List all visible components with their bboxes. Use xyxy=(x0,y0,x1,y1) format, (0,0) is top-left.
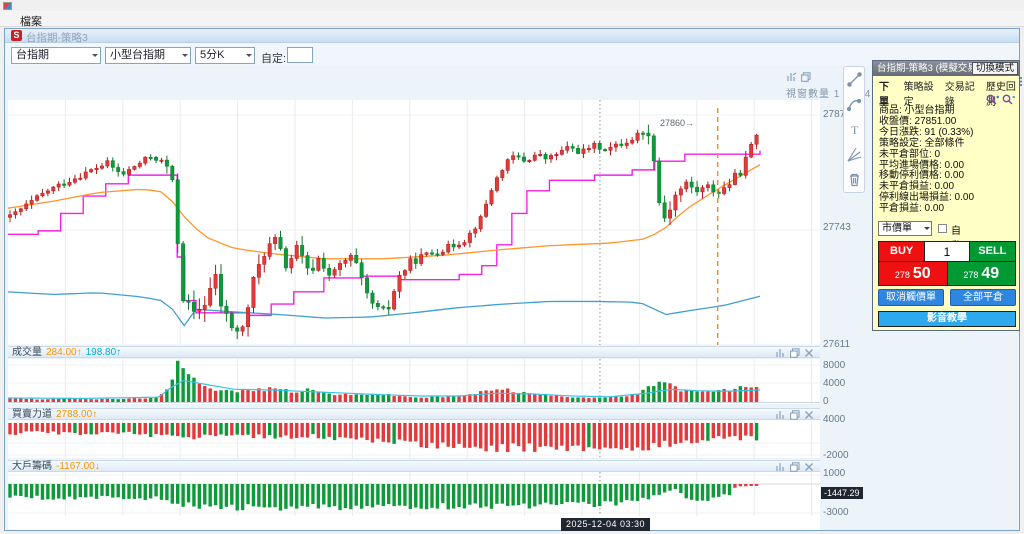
crosshair-value-tooltip: -1447.29 xyxy=(821,487,863,499)
popout-icon[interactable] xyxy=(790,462,800,472)
fan-lines-tool[interactable] xyxy=(844,142,864,167)
strategy-info: 商品: 小型台指期 收盤價: 27851.00 今日漲跌: 91 (0.33%)… xyxy=(879,105,975,215)
info-row: 策略設定: 全部條件 xyxy=(879,137,965,149)
tab-backtest[interactable]: 歷史回測 xyxy=(985,82,1016,108)
sell-button[interactable]: SELL xyxy=(969,242,1016,261)
buy-button[interactable]: BUY xyxy=(879,242,925,261)
info-row: 收盤價: 27851.00 xyxy=(879,115,957,127)
popout-icon[interactable] xyxy=(790,348,800,358)
cancel-trigger-order-button[interactable]: 取消觸價單 xyxy=(878,289,944,306)
info-row: 平均進場價格: 0.00 xyxy=(879,159,965,171)
zoom-out-icon[interactable] xyxy=(1002,94,1015,105)
chart-toolbar: 台指期 小型台指期 5分K 自定: xyxy=(5,43,1019,65)
order-type-select[interactable]: 市價單 xyxy=(878,221,932,236)
quantity-cell xyxy=(925,242,969,261)
info-row: 停利線出場損益: 0.00 xyxy=(879,192,975,204)
y-axis-label: 8000 xyxy=(823,360,846,371)
y-axis-label: 4000 xyxy=(823,414,846,425)
power-chart[interactable] xyxy=(8,420,820,458)
y-axis-label: 27743 xyxy=(823,222,851,233)
ask-price-button[interactable]: 278 49 xyxy=(947,262,1015,285)
trading-panel: 台指期-策略3 (模擬交易) 切換模式 下單 策略設定 交易記錄 歷史回測 商品… xyxy=(872,60,1020,331)
trendline-tool[interactable] xyxy=(844,67,864,92)
close-icon[interactable] xyxy=(804,348,814,358)
bigplayer-header: 大戶籌碼 -1167.00↓ xyxy=(8,460,820,472)
y-axis-label: -2000 xyxy=(823,450,849,461)
symbol-select[interactable]: 台指期 xyxy=(11,47,101,64)
y-axis-label: 4000 xyxy=(823,378,846,389)
period-select[interactable]: 5分K xyxy=(195,47,255,64)
tab-strategy-settings[interactable]: 策略設定 xyxy=(903,82,934,108)
indicator-icon[interactable] xyxy=(776,348,786,358)
drawing-toolbar: T xyxy=(843,66,865,193)
chart-window-titlebar[interactable]: S 台指期-策略3 xyxy=(5,29,1019,44)
crosshair-date-tooltip: 2025-12-04 03:30 xyxy=(561,518,651,531)
panel-tabs: 下單 策略設定 交易記錄 歷史回測 xyxy=(873,78,1019,108)
popout-icon[interactable] xyxy=(801,72,811,82)
volume-title: 成交量 xyxy=(12,347,42,358)
bigplayer-title: 大戶籌碼 xyxy=(12,461,52,472)
custom-period-label: 自定: xyxy=(261,53,287,65)
close-all-positions-button[interactable]: 全部平倉 xyxy=(950,289,1016,306)
chevron-down-icon xyxy=(246,54,252,60)
power-title: 買賣力道 xyxy=(12,409,52,420)
volume-header: 成交量 284.00↑ 198.80↑ xyxy=(8,346,820,358)
info-row: 未平倉損益: 0.00 xyxy=(879,181,955,193)
y-axis-label: 0 xyxy=(823,396,829,407)
y-axis-label: 27875 xyxy=(823,109,851,120)
info-row: 今日漲跌: 91 (0.33%) xyxy=(879,126,974,138)
svg-text:T: T xyxy=(851,123,859,137)
close-icon[interactable] xyxy=(804,410,814,420)
switch-mode-button[interactable]: 切換模式 xyxy=(971,62,1018,75)
info-row: 平倉損益: 0.00 xyxy=(879,203,945,215)
chart-window-title: 台指期-策略3 xyxy=(26,32,88,44)
contract-select[interactable]: 小型台指期 xyxy=(105,47,191,64)
custom-period-input[interactable] xyxy=(287,47,313,63)
quantity-input[interactable] xyxy=(925,242,969,261)
curve-tool[interactable] xyxy=(844,92,864,117)
bigplayer-chart[interactable] xyxy=(8,472,820,516)
tab-order[interactable]: 下單 xyxy=(879,82,889,108)
close-icon[interactable] xyxy=(804,462,814,472)
popout-icon[interactable] xyxy=(790,410,800,420)
menu-bar: 檔案 xyxy=(0,11,1024,28)
time-axis xyxy=(8,516,820,530)
info-row: 商品: 小型台指期 xyxy=(879,105,955,116)
trash-icon[interactable] xyxy=(844,167,864,192)
chevron-down-icon xyxy=(182,54,188,60)
y-axis-label: 27611 xyxy=(823,339,851,350)
chevron-down-icon xyxy=(92,54,98,60)
main-candlestick-chart[interactable]: 27860→ xyxy=(8,100,820,345)
text-tool[interactable]: T xyxy=(844,117,864,142)
y-axis-label: 1000 xyxy=(823,468,846,479)
zoom-in-icon[interactable] xyxy=(986,94,999,105)
os-titlebar[interactable] xyxy=(0,0,1024,11)
indicator-icon[interactable] xyxy=(776,410,786,420)
auto-exit-checkbox[interactable] xyxy=(938,224,947,233)
bid-price-button[interactable]: 278 50 xyxy=(879,262,947,285)
menu-file[interactable]: 檔案 xyxy=(20,16,42,28)
volume-chart[interactable] xyxy=(8,359,820,404)
power-header: 買賣力道 2788.00↑ xyxy=(8,408,820,420)
app-icon xyxy=(3,2,12,10)
zoom-controls xyxy=(986,94,1015,105)
indicator-icon[interactable] xyxy=(787,72,797,82)
y-axis-label: -3000 xyxy=(823,507,849,518)
tab-trade-log[interactable]: 交易記錄 xyxy=(944,82,975,108)
main-chart-corner-icons xyxy=(787,71,1013,83)
chevron-down-icon xyxy=(924,227,930,233)
app-logo: S xyxy=(11,30,22,41)
indicator-icon[interactable] xyxy=(776,462,786,472)
info-row: 未平倉部位: 0 xyxy=(879,148,941,160)
video-tutorial-button[interactable]: 影音教學 xyxy=(878,311,1016,327)
info-row: 移動停利價格: 0.00 xyxy=(879,170,965,182)
price-annotation: 27860→ xyxy=(660,118,694,128)
